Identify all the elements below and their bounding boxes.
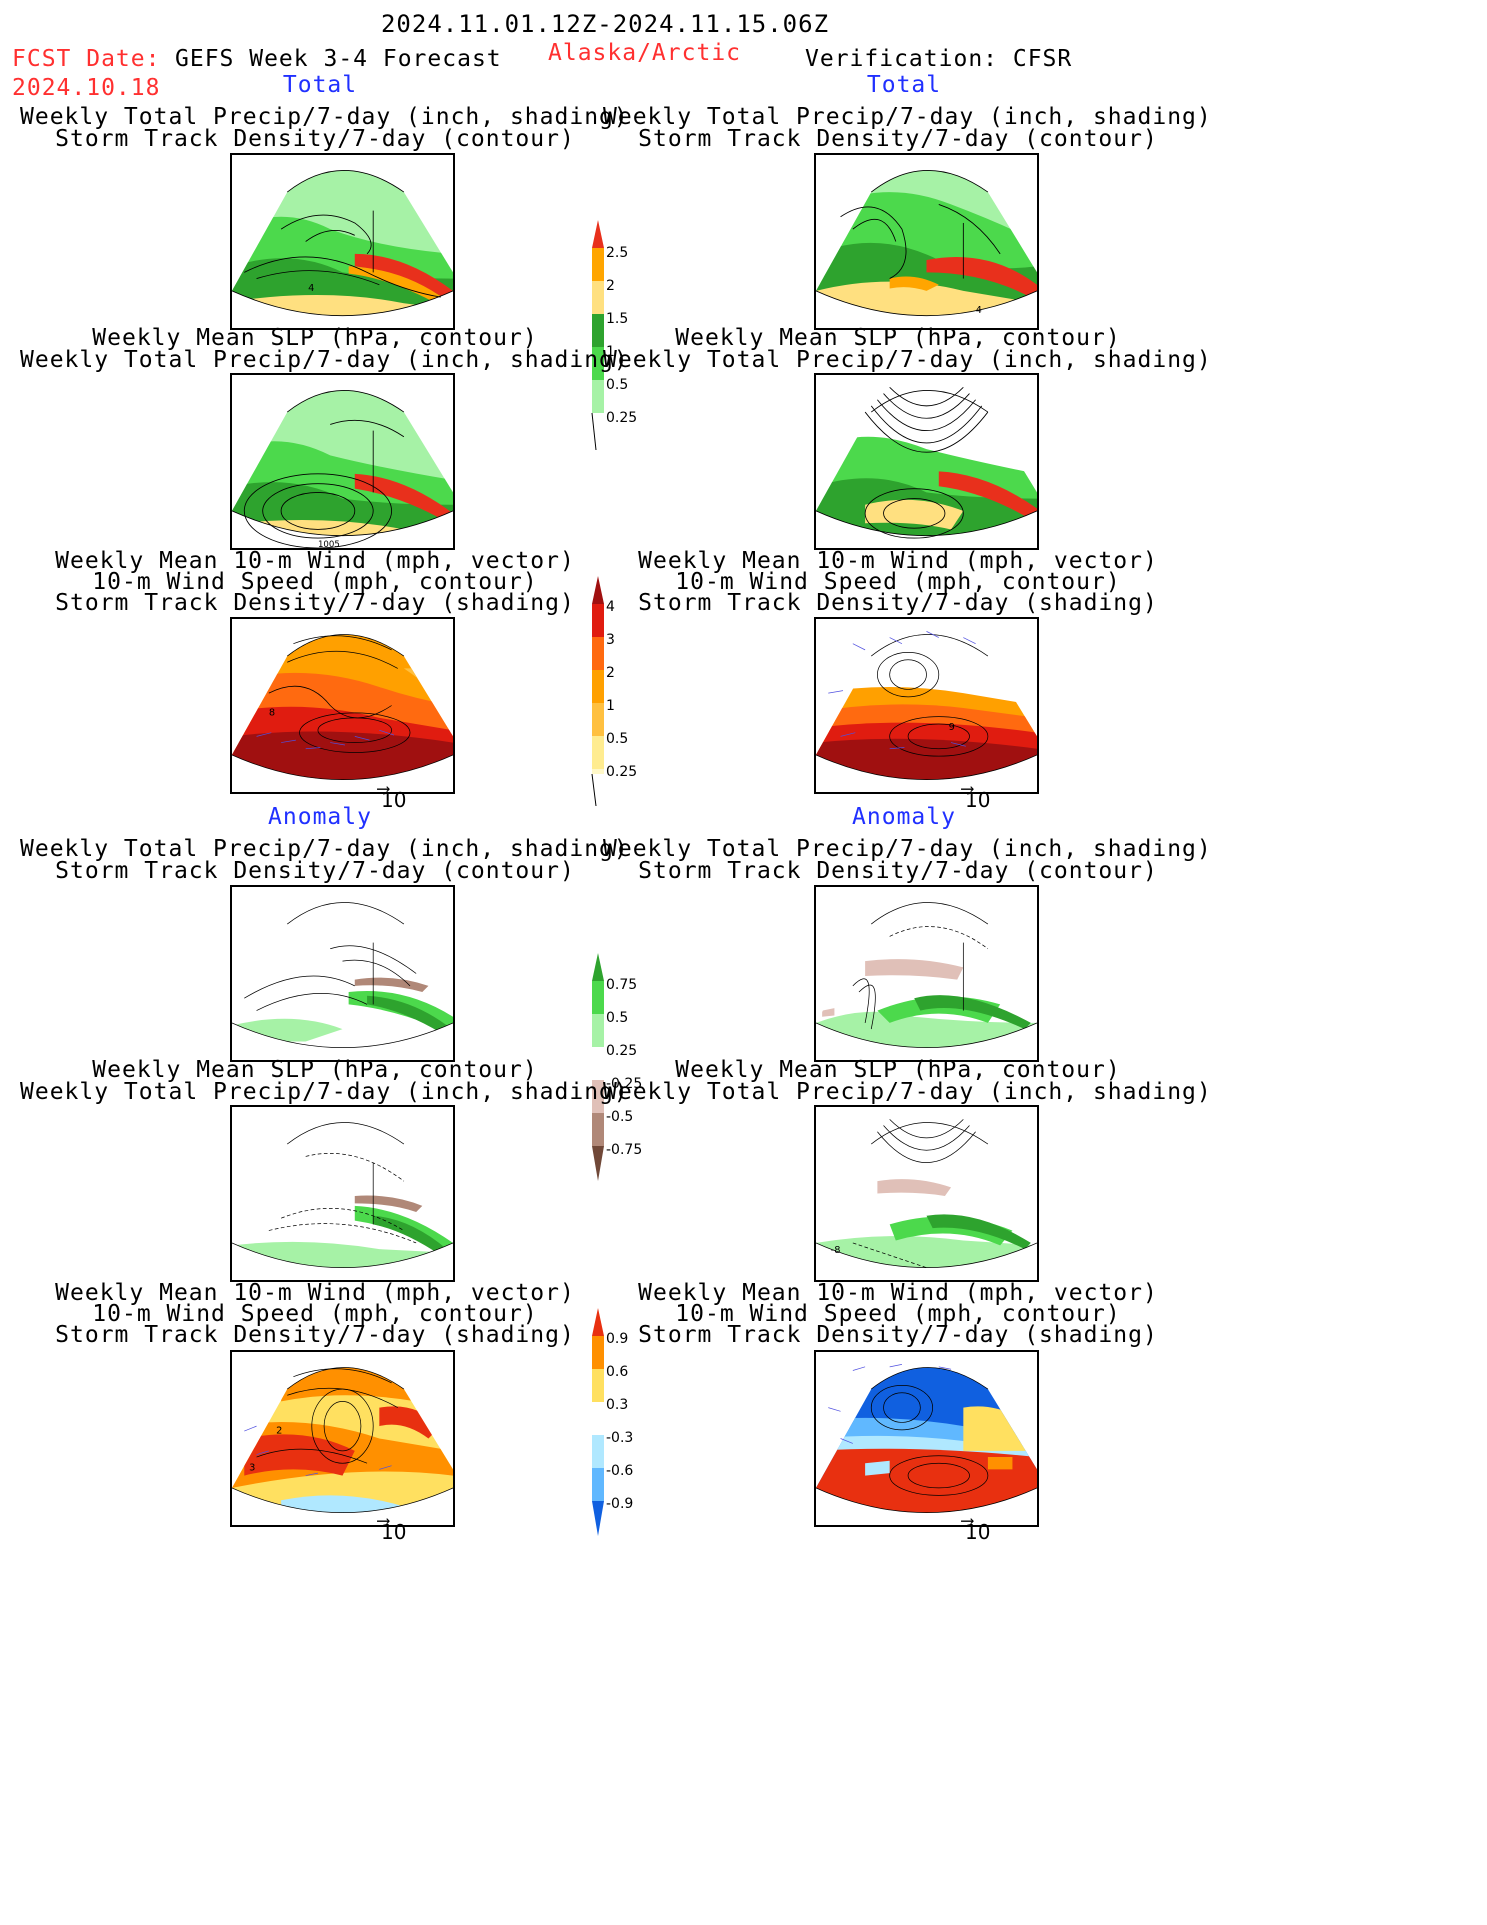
- section-total-left: Total: [282, 72, 358, 98]
- cbar-tick: -0.9: [606, 1496, 634, 1512]
- map-panel-verif-wind-total: 9: [814, 617, 1039, 794]
- cbar-tick: -0.75: [606, 1142, 643, 1158]
- ref-arrow-icon: ⟶: [962, 778, 973, 799]
- title-wind-left-3: Storm Track Density/7-day (shading): [55, 590, 575, 616]
- title-anom-slp-right-1: Weekly Mean SLP (hPa, contour): [675, 1057, 1121, 1083]
- title-anom-wind-right-3: Storm Track Density/7-day (shading): [638, 1322, 1158, 1348]
- fcst-date-label: FCST Date:: [12, 46, 161, 72]
- panel-label: 8: [269, 707, 275, 718]
- cbar-tick: 2: [606, 278, 615, 294]
- cbar-tick: 0.25: [606, 1043, 638, 1059]
- cbar-tick: 4: [606, 599, 615, 615]
- cbar-tick: -0.25: [606, 1076, 643, 1092]
- ref-arrow-icon: ⟶: [962, 1510, 973, 1531]
- title-anom-wind-left-2: 10-m Wind Speed (mph, contour): [92, 1301, 538, 1327]
- cbar-tick: 0.5: [606, 1010, 629, 1026]
- colorbar-precip-anom: [592, 953, 604, 1181]
- cbar-tick: 1: [606, 344, 615, 360]
- cbar-tick: 1.5: [606, 311, 629, 327]
- map-panel-fcst-slp-total: 1005: [230, 373, 455, 550]
- map-panel-fcst-wind-anom: 2 3: [230, 1350, 455, 1527]
- panel-label: 2: [276, 1426, 282, 1437]
- cbar-tick: 0.25: [606, 764, 638, 780]
- panel-label: 4: [308, 283, 314, 294]
- title-precip-right-1: Weekly Total Precip/7-day (inch, shading…: [603, 104, 1212, 130]
- cbar-tick: -0.6: [606, 1463, 634, 1479]
- map-panel-verif-slp-anom: -8: [814, 1105, 1039, 1282]
- title-precip-right-2: Storm Track Density/7-day (contour): [638, 126, 1158, 152]
- title-anom-wind-left-1: Weekly Mean 10-m Wind (mph, vector): [55, 1280, 575, 1306]
- section-anomaly-left: Anomaly: [268, 804, 372, 830]
- fcst-date: 2024.10.18: [12, 75, 161, 101]
- map-panel-verif-precip-anom: [814, 885, 1039, 1062]
- title-anom-precip-right-2: Storm Track Density/7-day (contour): [638, 858, 1158, 884]
- panel-label: 3: [249, 1463, 255, 1474]
- colorbar-storm-total: [591, 576, 604, 807]
- cbar-tick: 0.5: [606, 377, 629, 393]
- title-anom-wind-left-3: Storm Track Density/7-day (shading): [55, 1322, 575, 1348]
- title-wind-left-1: Weekly Mean 10-m Wind (mph, vector): [55, 548, 575, 574]
- colorbar-storm-anom: [592, 1308, 604, 1536]
- cbar-tick: 1: [606, 698, 615, 714]
- cbar-tick: -0.3: [606, 1430, 634, 1446]
- section-total-right: Total: [866, 72, 942, 98]
- ref-arrow-label: 10: [965, 1520, 991, 1544]
- cbar-tick: 0.6: [606, 1364, 629, 1380]
- panel-label: 4: [976, 305, 982, 316]
- cbar-tick: -0.5: [606, 1109, 634, 1125]
- title-anom-precip-left-2: Storm Track Density/7-day (contour): [55, 858, 575, 884]
- ref-arrow-label: 10: [381, 788, 407, 812]
- map-panel-fcst-wind-total: 8: [230, 617, 455, 794]
- map-panel-verif-slp-total: [814, 373, 1039, 550]
- title-wind-right-3: Storm Track Density/7-day (shading): [638, 590, 1158, 616]
- title-slp-right-2: Weekly Total Precip/7-day (inch, shading…: [603, 347, 1212, 373]
- title-anom-precip-right-1: Weekly Total Precip/7-day (inch, shading…: [603, 836, 1212, 862]
- title-wind-right-1: Weekly Mean 10-m Wind (mph, vector): [638, 548, 1158, 574]
- title-precip-left-1: Weekly Total Precip/7-day (inch, shading…: [20, 104, 629, 130]
- title-anom-slp-left-2: Weekly Total Precip/7-day (inch, shading…: [20, 1079, 629, 1105]
- panel-label: 9: [949, 722, 955, 733]
- cbar-tick: 3: [606, 632, 615, 648]
- cbar-tick: 0.5: [606, 731, 629, 747]
- region-label: Alaska/Arctic: [548, 40, 742, 66]
- ref-arrow-label: 10: [965, 788, 991, 812]
- cbar-tick: 0.25: [606, 410, 638, 426]
- map-panel-verif-wind-anom: [814, 1350, 1039, 1527]
- cbar-tick: 0.9: [606, 1331, 629, 1347]
- forecast-title: GEFS Week 3-4 Forecast: [175, 46, 502, 72]
- title-slp-right-1: Weekly Mean SLP (hPa, contour): [675, 325, 1121, 351]
- map-panel-fcst-slp-anom: [230, 1105, 455, 1282]
- map-panel-verif-precip-total: 4: [814, 153, 1039, 330]
- title-anom-precip-left-1: Weekly Total Precip/7-day (inch, shading…: [20, 836, 629, 862]
- title-wind-left-2: 10-m Wind Speed (mph, contour): [92, 569, 538, 595]
- title-slp-left-1: Weekly Mean SLP (hPa, contour): [92, 325, 538, 351]
- title-anom-slp-left-1: Weekly Mean SLP (hPa, contour): [92, 1057, 538, 1083]
- title-precip-left-2: Storm Track Density/7-day (contour): [55, 126, 575, 152]
- cbar-tick: 0.3: [606, 1397, 629, 1413]
- title-anom-wind-right-1: Weekly Mean 10-m Wind (mph, vector): [638, 1280, 1158, 1306]
- section-anomaly-right: Anomaly: [852, 804, 956, 830]
- colorbar-precip-total: [591, 220, 604, 451]
- cbar-tick: 0.75: [606, 977, 638, 993]
- title-slp-left-2: Weekly Total Precip/7-day (inch, shading…: [20, 347, 629, 373]
- panel-label: -8: [831, 1245, 841, 1256]
- map-panel-fcst-precip-total: 4: [230, 153, 455, 330]
- title-anom-wind-right-2: 10-m Wind Speed (mph, contour): [675, 1301, 1121, 1327]
- ref-arrow-icon: ⟶: [378, 1510, 389, 1531]
- date-range: 2024.11.01.12Z-2024.11.15.06Z: [380, 10, 830, 38]
- ref-arrow-icon: ⟶: [378, 778, 389, 799]
- panel-label: 1005: [318, 540, 340, 548]
- title-wind-right-2: 10-m Wind Speed (mph, contour): [675, 569, 1121, 595]
- ref-arrow-label: 10: [381, 1520, 407, 1544]
- map-panel-fcst-precip-anom: [230, 885, 455, 1062]
- cbar-tick: 2.5: [606, 245, 629, 261]
- title-anom-slp-right-2: Weekly Total Precip/7-day (inch, shading…: [603, 1079, 1212, 1105]
- cbar-tick: 2: [606, 665, 615, 681]
- verification-label: Verification: CFSR: [805, 46, 1073, 72]
